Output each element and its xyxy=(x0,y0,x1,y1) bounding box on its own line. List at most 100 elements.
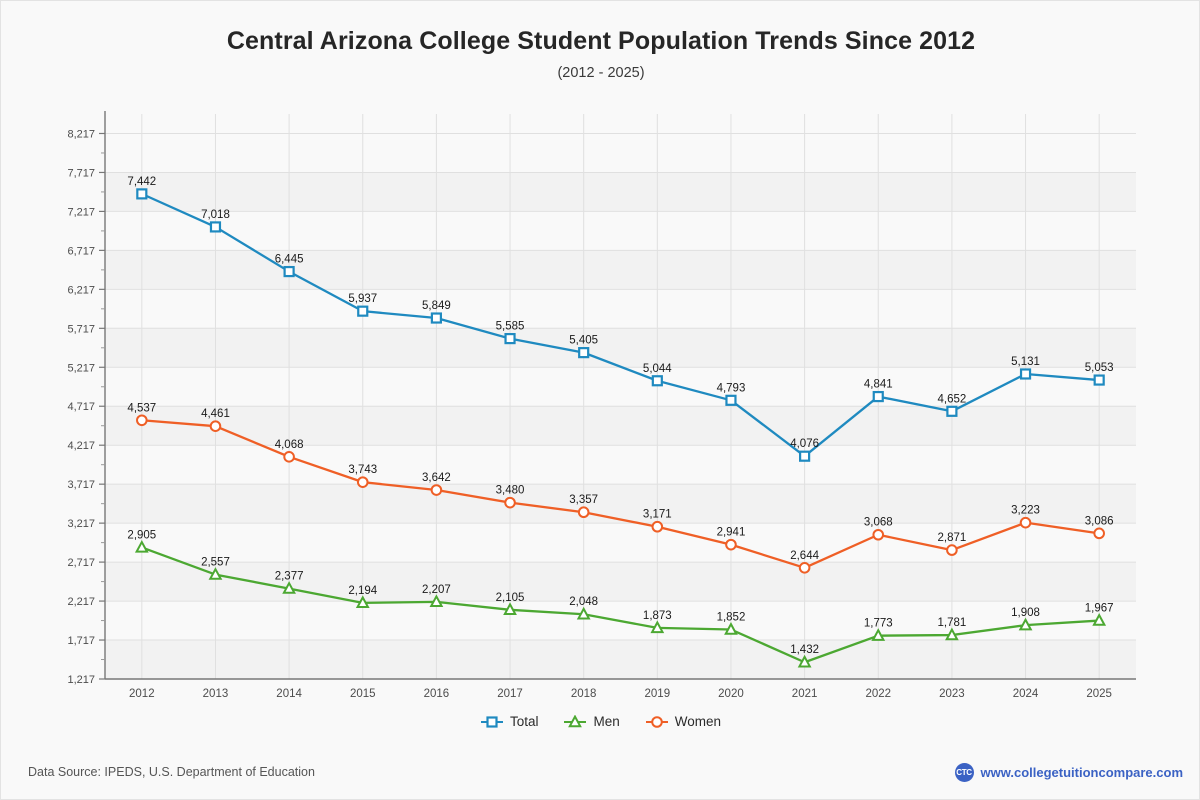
data-point-marker[interactable] xyxy=(945,627,959,641)
plot-band xyxy=(105,640,1136,679)
plot-band xyxy=(105,484,1136,524)
data-point-marker[interactable] xyxy=(504,496,516,509)
data-point-marker[interactable] xyxy=(1019,368,1032,380)
data-point-label: 4,068 xyxy=(275,439,304,451)
data-point-marker[interactable] xyxy=(797,654,812,668)
brand-link[interactable]: CTC www.collegetuitioncompare.com xyxy=(954,763,1184,782)
data-point-marker[interactable] xyxy=(429,594,444,608)
data-point-marker[interactable] xyxy=(486,716,498,728)
data-point-marker[interactable] xyxy=(209,420,222,432)
x-axis-tick-label: 2022 xyxy=(865,688,891,700)
x-axis-tick-label: 2014 xyxy=(276,688,302,700)
triangle-marker-icon xyxy=(564,715,587,728)
data-point-marker[interactable] xyxy=(872,390,884,403)
data-point-label: 2,048 xyxy=(569,596,598,608)
data-point-marker[interactable] xyxy=(209,221,222,233)
data-point-marker[interactable] xyxy=(724,622,738,635)
data-point-marker[interactable] xyxy=(799,450,811,462)
data-point-marker[interactable] xyxy=(650,620,665,634)
x-axis-tick-label: 2025 xyxy=(1086,688,1112,700)
data-point-marker[interactable] xyxy=(282,581,296,594)
data-point-label: 6,445 xyxy=(275,254,304,266)
data-point-marker[interactable] xyxy=(283,265,295,278)
x-axis-tick-label: 2020 xyxy=(718,688,744,700)
data-point-marker[interactable] xyxy=(1092,613,1107,626)
data-point-marker[interactable] xyxy=(136,188,148,200)
data-point-marker[interactable] xyxy=(355,595,370,609)
x-axis-tick-label: 2015 xyxy=(350,688,376,700)
data-point-label: 3,642 xyxy=(422,472,451,484)
data-point-label: 1,908 xyxy=(1011,607,1040,619)
data-point-label: 2,905 xyxy=(127,529,156,541)
ctc-logo-icon: CTC xyxy=(954,763,974,782)
series-line xyxy=(140,546,1101,664)
data-point-label: 1,967 xyxy=(1085,603,1114,615)
data-point-marker[interactable] xyxy=(283,451,295,463)
data-point-marker[interactable] xyxy=(1093,374,1105,386)
data-point-marker[interactable] xyxy=(504,332,516,345)
data-point-marker[interactable] xyxy=(871,628,886,641)
data-point-marker[interactable] xyxy=(208,567,223,580)
legend-item-men[interactable]: Men xyxy=(564,715,620,729)
legend-item-total[interactable]: Total xyxy=(480,715,538,729)
data-point-marker[interactable] xyxy=(134,539,149,553)
data-point-marker[interactable] xyxy=(650,716,663,728)
data-point-label: 1,852 xyxy=(717,612,746,624)
data-point-label: 5,937 xyxy=(348,293,377,305)
data-point-marker[interactable] xyxy=(725,394,737,406)
y-axis-tick-label: 7,717 xyxy=(67,167,95,179)
data-point-marker[interactable] xyxy=(356,476,369,488)
data-point-label: 2,941 xyxy=(717,527,746,539)
series-total: 7,442 7,018 6,445 5,937 5,849 5,585 5,405 5,044… xyxy=(127,176,1114,462)
y-axis-tick-label: 1,217 xyxy=(67,674,95,686)
data-point-marker[interactable] xyxy=(357,305,369,317)
data-point-label: 4,841 xyxy=(864,379,893,391)
data-point-label: 3,223 xyxy=(1011,505,1040,517)
data-point-marker[interactable] xyxy=(1018,617,1033,631)
data-point-marker[interactable] xyxy=(725,538,737,551)
y-axis-tick-label: 2,217 xyxy=(67,596,95,608)
data-point-marker[interactable] xyxy=(651,520,664,533)
data-point-marker[interactable] xyxy=(872,528,885,541)
data-point-marker[interactable] xyxy=(651,375,663,387)
data-point-marker[interactable] xyxy=(1019,516,1032,529)
y-axis-tick-label: 1,717 xyxy=(67,635,95,647)
legend-item-women[interactable]: Women xyxy=(645,715,721,729)
data-point-marker[interactable] xyxy=(577,506,590,519)
data-point-label: 4,076 xyxy=(790,438,819,450)
x-axis-tick-label: 2018 xyxy=(571,688,597,700)
data-point-label: 4,652 xyxy=(938,393,967,405)
data-point-label: 1,432 xyxy=(790,644,819,656)
data-point-marker[interactable] xyxy=(430,312,442,324)
plot-band xyxy=(105,250,1136,290)
square-marker-icon xyxy=(480,716,503,728)
data-point-marker[interactable] xyxy=(578,347,590,359)
brand-url-label: www.collegetuitioncompare.com xyxy=(980,765,1184,780)
data-point-marker[interactable] xyxy=(430,484,443,496)
page-title: Central Arizona College Student Populati… xyxy=(226,27,976,55)
data-point-label: 2,105 xyxy=(496,592,525,604)
data-point-label: 3,068 xyxy=(864,517,893,529)
data-point-label: 4,537 xyxy=(127,402,156,414)
data-point-marker[interactable] xyxy=(136,414,148,427)
y-axis-tick-label: 2,717 xyxy=(67,557,95,569)
y-axis-tick-label: 8,217 xyxy=(67,128,95,140)
series-women: 4,537 4,461 4,068 3,743 3,642 3,480 3,357 3,171… xyxy=(127,402,1114,574)
data-point-marker[interactable] xyxy=(503,602,517,615)
data-point-marker[interactable] xyxy=(1093,527,1105,540)
data-point-marker[interactable] xyxy=(946,405,958,417)
y-axis-tick-label: 7,217 xyxy=(67,206,95,218)
circle-marker-icon xyxy=(645,716,668,728)
x-axis-tick-label: 2019 xyxy=(645,688,671,700)
data-point-label: 5,585 xyxy=(496,321,525,333)
data-point-label: 4,793 xyxy=(717,382,746,394)
data-point-marker[interactable] xyxy=(576,606,591,620)
data-point-marker[interactable] xyxy=(798,561,811,574)
data-point-marker[interactable] xyxy=(568,715,583,728)
series-men: 2,905 2,557 2,377 2,194 2,207 2,105 2,048 1,873… xyxy=(127,529,1114,668)
data-point-label: 3,171 xyxy=(643,509,672,521)
data-point-marker[interactable] xyxy=(946,544,958,556)
data-point-label: 4,461 xyxy=(201,408,230,420)
plot-band xyxy=(105,406,1136,446)
